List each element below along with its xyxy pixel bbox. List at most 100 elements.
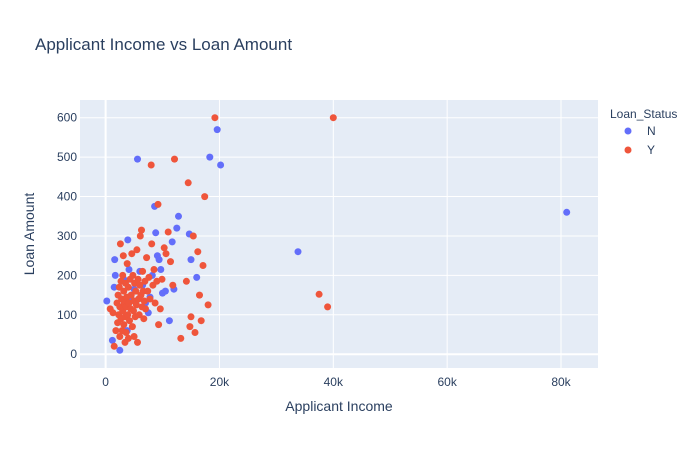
data-point[interactable] xyxy=(155,256,163,264)
data-point[interactable] xyxy=(116,346,124,354)
data-point[interactable] xyxy=(217,161,225,169)
data-point[interactable] xyxy=(133,246,141,254)
data-point[interactable] xyxy=(129,271,137,279)
data-point[interactable] xyxy=(155,321,163,329)
data-point[interactable] xyxy=(139,267,147,275)
data-point[interactable] xyxy=(169,281,177,289)
data-points xyxy=(103,114,571,354)
data-point[interactable] xyxy=(152,229,160,237)
data-point[interactable] xyxy=(128,323,136,331)
data-point[interactable] xyxy=(193,273,201,281)
data-point[interactable] xyxy=(164,228,172,236)
data-point[interactable] xyxy=(294,248,302,256)
data-point[interactable] xyxy=(315,290,323,298)
data-point[interactable] xyxy=(111,271,119,279)
data-point[interactable] xyxy=(151,299,159,307)
data-point[interactable] xyxy=(127,291,135,299)
data-point[interactable] xyxy=(157,266,165,273)
data-point[interactable] xyxy=(103,297,111,305)
series-y xyxy=(106,114,337,350)
data-point[interactable] xyxy=(130,307,137,315)
data-point[interactable] xyxy=(206,153,214,161)
data-point[interactable] xyxy=(156,305,164,313)
data-point[interactable] xyxy=(122,329,130,336)
data-point[interactable] xyxy=(199,262,207,269)
data-point[interactable] xyxy=(161,287,169,295)
data-point[interactable] xyxy=(123,260,131,268)
data-point[interactable] xyxy=(148,240,156,248)
data-point[interactable] xyxy=(108,336,116,344)
data-point[interactable] xyxy=(132,287,140,295)
data-point[interactable] xyxy=(324,303,332,311)
data-point[interactable] xyxy=(175,212,182,220)
data-point[interactable] xyxy=(160,244,168,252)
data-point[interactable] xyxy=(197,317,205,325)
data-point[interactable] xyxy=(143,254,151,262)
data-point[interactable] xyxy=(111,256,119,264)
data-point[interactable] xyxy=(136,281,144,289)
data-point[interactable] xyxy=(142,305,149,313)
data-point[interactable] xyxy=(125,266,133,273)
data-point[interactable] xyxy=(154,200,162,208)
data-point[interactable] xyxy=(191,329,199,336)
data-point[interactable] xyxy=(201,193,209,201)
data-point[interactable] xyxy=(182,277,190,285)
data-point[interactable] xyxy=(130,333,138,340)
legend-item-y[interactable]: Y xyxy=(624,143,656,157)
data-point[interactable] xyxy=(150,266,158,273)
data-point[interactable] xyxy=(124,236,132,244)
data-point[interactable] xyxy=(110,283,118,291)
data-point[interactable] xyxy=(144,287,152,295)
data-point[interactable] xyxy=(187,256,195,264)
legend-item-n[interactable]: N xyxy=(624,124,656,138)
data-point[interactable] xyxy=(138,226,145,234)
data-point[interactable] xyxy=(126,317,133,325)
data-point[interactable] xyxy=(147,161,155,169)
data-point[interactable] xyxy=(186,323,194,331)
data-point[interactable] xyxy=(167,258,174,266)
data-point[interactable] xyxy=(135,311,143,319)
data-point[interactable] xyxy=(145,273,153,281)
data-point[interactable] xyxy=(116,240,124,248)
data-point[interactable] xyxy=(194,248,202,256)
data-point[interactable] xyxy=(124,283,132,291)
data-point[interactable] xyxy=(119,252,127,260)
data-point[interactable] xyxy=(140,315,148,323)
data-point[interactable] xyxy=(211,114,219,122)
data-point[interactable] xyxy=(120,321,128,329)
data-point[interactable] xyxy=(109,309,117,317)
data-point[interactable] xyxy=(134,155,141,163)
data-point[interactable] xyxy=(189,232,197,240)
data-point[interactable] xyxy=(184,179,192,187)
data-point[interactable] xyxy=(162,250,170,258)
data-point[interactable] xyxy=(112,327,120,335)
data-point[interactable] xyxy=(177,334,185,342)
data-point[interactable] xyxy=(132,301,140,309)
data-point[interactable] xyxy=(120,287,128,295)
data-point[interactable] xyxy=(136,232,144,240)
data-point[interactable] xyxy=(213,126,221,134)
data-point[interactable] xyxy=(119,271,127,279)
series-n xyxy=(103,126,571,354)
data-point[interactable] xyxy=(171,155,178,163)
data-point[interactable] xyxy=(329,114,337,122)
data-point[interactable] xyxy=(204,301,212,309)
y-tick-label: 200 xyxy=(57,268,77,282)
data-point[interactable] xyxy=(196,291,203,299)
data-point[interactable] xyxy=(110,342,118,350)
data-point[interactable] xyxy=(563,208,571,216)
data-point[interactable] xyxy=(134,338,141,346)
data-point[interactable] xyxy=(158,275,166,283)
data-point[interactable] xyxy=(128,250,136,258)
data-point[interactable] xyxy=(134,275,142,283)
data-point[interactable] xyxy=(168,238,176,246)
data-point[interactable] xyxy=(140,297,148,305)
legend[interactable]: Loan_Status N Y xyxy=(610,107,677,157)
data-point[interactable] xyxy=(165,317,173,325)
data-point[interactable] xyxy=(116,333,124,340)
data-point[interactable] xyxy=(173,224,181,232)
data-point[interactable] xyxy=(146,295,154,303)
data-point[interactable] xyxy=(187,313,195,321)
data-point[interactable] xyxy=(124,311,132,319)
data-point[interactable] xyxy=(124,334,132,342)
